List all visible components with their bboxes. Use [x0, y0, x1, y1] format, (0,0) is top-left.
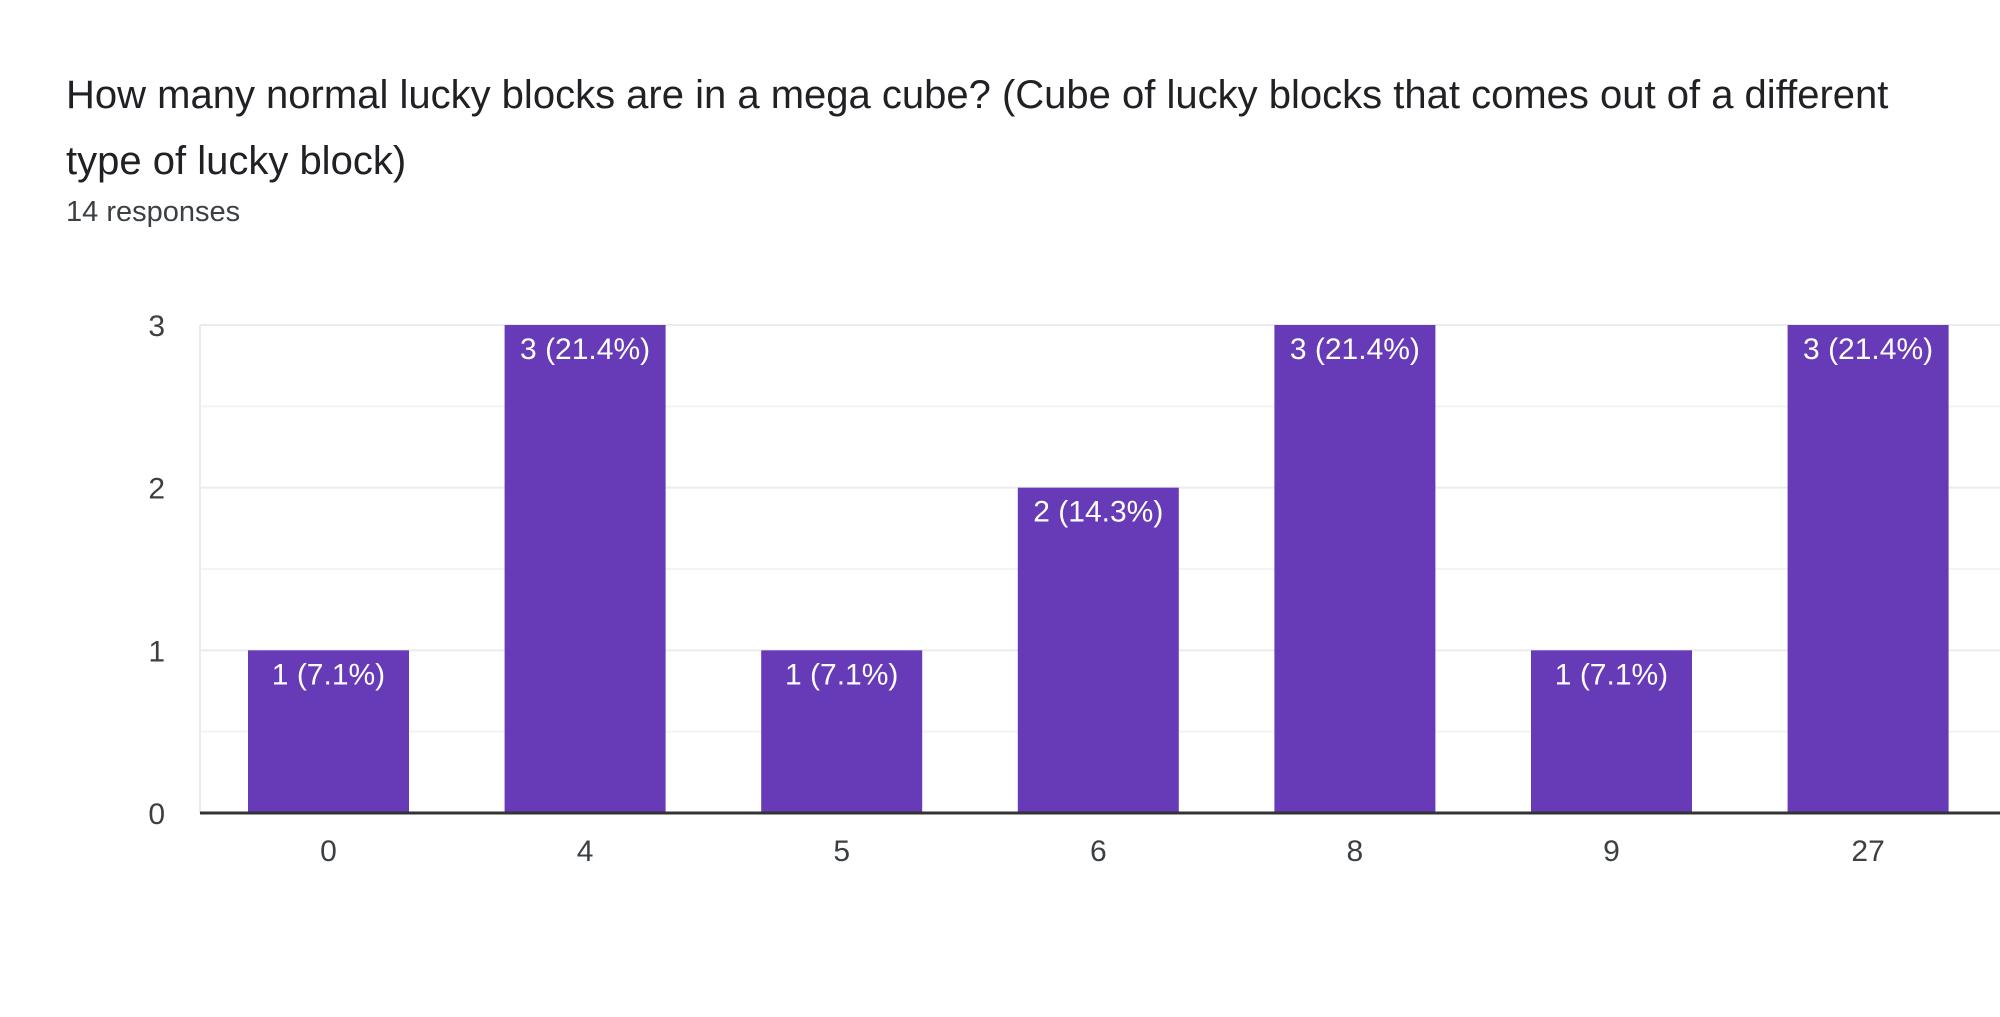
bar [504, 325, 666, 813]
data-label: 1 (7.1%) [785, 658, 898, 691]
x-tick-label: 6 [1090, 835, 1107, 868]
y-tick-label: 0 [148, 798, 165, 831]
x-tick-label: 5 [833, 835, 850, 868]
bar [1017, 487, 1179, 813]
response-count: 14 responses [66, 196, 241, 228]
x-tick-label: 8 [1347, 835, 1364, 868]
y-tick-label: 3 [148, 310, 165, 343]
data-label: 2 (14.3%) [1033, 496, 1163, 529]
x-tick-label: 27 [1851, 835, 1884, 868]
y-tick-label: 2 [148, 473, 165, 506]
bar [1531, 650, 1692, 813]
data-label: 1 (7.1%) [1555, 658, 1668, 691]
data-label: 1 (7.1%) [272, 658, 385, 691]
bar [761, 650, 923, 813]
x-tick-label: 4 [577, 835, 594, 868]
y-tick-label: 1 [148, 635, 165, 668]
question-title: How many normal lucky blocks are in a me… [66, 73, 1889, 183]
data-label: 3 (21.4%) [520, 333, 650, 366]
bar [1787, 325, 1949, 813]
x-tick-label: 9 [1603, 835, 1620, 868]
bar [1274, 325, 1436, 813]
x-tick-label: 0 [320, 835, 337, 868]
data-label: 3 (21.4%) [1803, 333, 1933, 366]
data-label: 3 (21.4%) [1290, 333, 1420, 366]
bar [248, 650, 409, 813]
